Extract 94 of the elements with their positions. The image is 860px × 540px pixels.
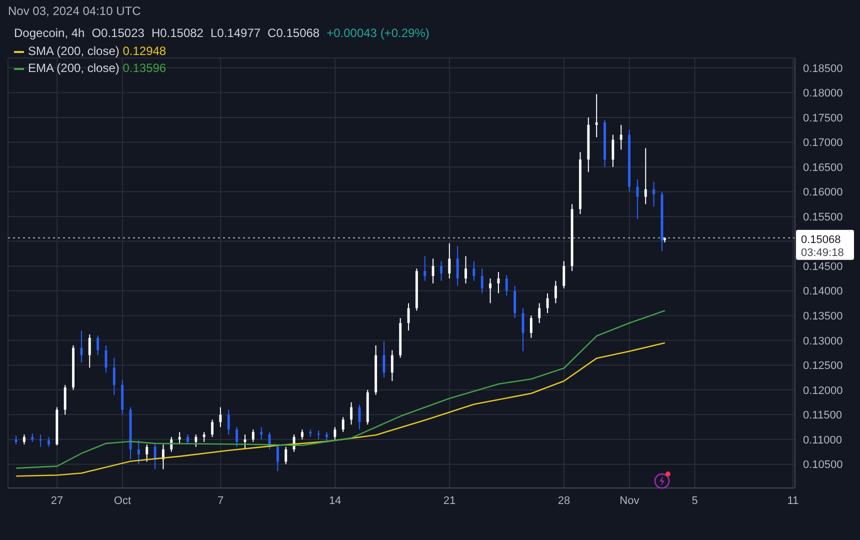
annotation: 0.13596 — [122, 61, 166, 75]
candlestick — [432, 258, 434, 284]
candlestick — [326, 432, 328, 442]
candlestick — [464, 256, 467, 284]
legend-label: EMA (200, close) — [28, 61, 120, 75]
y-tick-label: 0.13500 — [803, 310, 843, 323]
candlestick — [300, 429, 304, 440]
candlestick — [505, 274, 508, 296]
candlestick — [162, 444, 164, 470]
candlestick — [64, 384, 66, 416]
candlestick — [227, 409, 230, 435]
candlestick — [80, 330, 83, 364]
x-tick-label: 28 — [558, 494, 570, 507]
x-tick-label: 21 — [443, 494, 456, 507]
y-tick-label: 0.10500 — [803, 459, 843, 472]
candlestick — [236, 426, 238, 448]
x-tick-label: 27 — [50, 494, 64, 507]
candlestick — [514, 285, 516, 319]
candlestick — [48, 436, 50, 448]
y-tick-label: 0.12000 — [803, 384, 843, 397]
candlestick — [96, 334, 100, 356]
candlestick — [39, 434, 42, 448]
candlestick — [497, 272, 500, 294]
candlestick — [194, 434, 198, 448]
candlestick — [538, 302, 541, 324]
text: C0.15068 — [268, 26, 320, 40]
candlestick — [154, 444, 156, 470]
y-tick-label: 0.17000 — [803, 137, 843, 150]
candlestick — [284, 446, 288, 465]
candlestick — [390, 350, 394, 382]
candlestick — [612, 134, 614, 168]
text: +0.00043 (+0.29%) — [326, 26, 430, 40]
candlestick — [636, 178, 639, 220]
y-tick-label: 0.16500 — [803, 162, 843, 174]
y-tick-label: 0.13000 — [803, 335, 843, 348]
chart-title: Dogecoin, 4h — [14, 26, 85, 40]
candlestick — [202, 432, 206, 442]
candlestick — [456, 246, 459, 286]
candlestick — [342, 416, 344, 433]
candlestick — [170, 436, 173, 452]
y-tick-label: 0.12500 — [803, 360, 843, 372]
y-tick-label: 0.18000 — [803, 88, 843, 100]
y-tick-label: 0.14000 — [803, 286, 843, 298]
candlestick — [211, 419, 214, 438]
candlestick — [530, 315, 532, 338]
candlestick — [146, 444, 148, 462]
candlestick — [652, 181, 656, 208]
x-tick-label: Oct — [114, 494, 132, 507]
candlestick — [252, 429, 254, 442]
y-tick-label: 0.16000 — [803, 186, 843, 199]
x-tick-label: 14 — [328, 494, 342, 507]
candlestick — [88, 334, 91, 368]
candlestick — [186, 434, 189, 445]
y-tick-label: 0.14500 — [803, 260, 843, 273]
legend-label: SMA (200, close) — [28, 44, 120, 58]
y-tick-label: 0.17500 — [803, 112, 843, 124]
x-tick-label: Nov — [620, 494, 640, 507]
candlestick — [480, 268, 484, 294]
candlestick — [137, 440, 140, 465]
ref-line-label: 0.15068 — [801, 234, 841, 246]
candlestick — [620, 124, 622, 150]
candlestick — [472, 260, 476, 282]
candlestick — [448, 242, 451, 279]
candlestick — [595, 94, 598, 138]
candlestick — [424, 256, 426, 282]
candlestick — [489, 278, 492, 304]
text: 03:49:18 — [801, 246, 844, 259]
candlestick — [22, 434, 26, 445]
y-tick-label: 0.18500 — [803, 62, 843, 75]
annotation: 0.12948 — [122, 44, 166, 58]
x-tick-label: 7 — [218, 494, 224, 507]
candlestick — [112, 357, 116, 396]
candlestick — [350, 402, 353, 426]
y-tick-label: 0.11500 — [803, 410, 842, 422]
x-tick-label: 5 — [692, 494, 698, 507]
candlestick — [554, 280, 557, 304]
text: O0.15023 — [92, 26, 144, 40]
candlestick — [178, 432, 181, 445]
line-series — [16, 342, 666, 477]
y-tick-label: 0.11000 — [803, 434, 842, 446]
candlestick — [260, 426, 263, 440]
x-tick-label: 11 — [787, 494, 799, 507]
candlestick — [562, 260, 566, 289]
candlestick — [334, 426, 336, 440]
y-tick-label: 0.15500 — [803, 211, 843, 224]
text: L0.14977 — [210, 26, 261, 40]
line-series — [16, 310, 666, 469]
candlestick — [358, 404, 361, 430]
candlestick — [440, 260, 442, 282]
candlestick — [644, 148, 647, 205]
text: H0.15082 — [151, 26, 204, 40]
candlestick — [219, 406, 222, 428]
text: Nov 03, 2024 04:10 UTC — [8, 4, 141, 18]
candlestick — [276, 444, 279, 472]
